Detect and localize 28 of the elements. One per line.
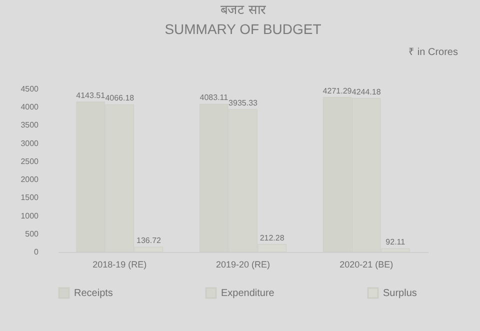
data-label: 3935.33 [228,98,258,108]
x-tick-label: 2018-19 (RE) [92,260,147,270]
y-tick-label: 1500 [20,193,40,202]
legend-label: Expenditure [221,288,275,299]
y-tick-label: 2000 [20,175,40,184]
x-tick-label: 2020-21 (BE) [340,260,394,270]
data-label: 212.28 [260,233,285,242]
y-tick-label: 4500 [20,84,40,94]
data-label: 136.72 [136,236,162,246]
data-label: 4244.18 [352,87,382,96]
chart-subtitle: SUMMARY OF BUDGET [164,21,322,37]
y-tick-label: 3500 [20,120,40,130]
data-label: 4271.29 [322,86,352,96]
y-tick-label: 4000 [20,102,40,112]
data-label: 92.11 [386,238,406,247]
y-tick-label: 0 [34,248,40,256]
y-tick-label: 1000 [20,211,40,220]
y-tick-label: 3000 [20,138,40,148]
y-tick-label: 500 [25,229,40,238]
data-label: 4066.18 [105,94,135,103]
chart-title: बजट सार [220,2,266,17]
legend-label: Surplus [383,288,417,299]
data-label: 4143.51 [76,90,106,100]
text: ₹ in Crores [408,46,458,58]
data-label: 4083.11 [200,93,229,102]
legend-label: Receipts [74,288,113,299]
y-tick-label: 2500 [20,156,40,166]
x-tick-label: 2019-20 (RE) [216,260,270,270]
